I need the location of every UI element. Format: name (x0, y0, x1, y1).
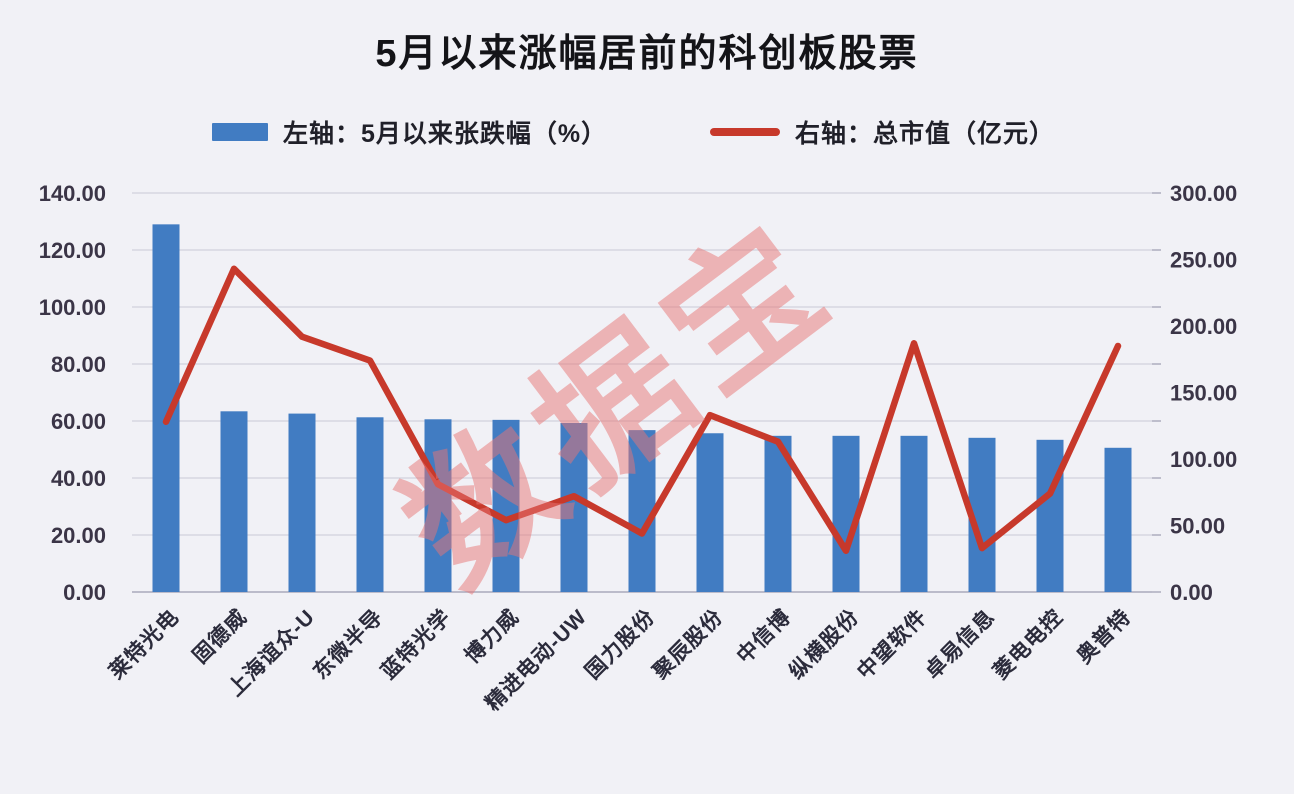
left-axis-tick-label: 140.00 (39, 181, 106, 206)
category-label: 博力威 (460, 605, 524, 669)
legend-bar-label: 左轴：5月以来张跌幅（%） (283, 120, 608, 148)
left-axis-tick-label: 120.00 (39, 238, 106, 263)
legend-item-line: 右轴：总市值（亿元） (710, 116, 1055, 148)
right-axis-tick-label: 300.00 (1170, 181, 1237, 206)
category-label: 中信博 (732, 605, 796, 669)
bar-东微半导 (356, 417, 384, 592)
category-label: 东微半导 (308, 605, 387, 684)
bar-聚辰股份 (696, 433, 724, 592)
category-label: 奥普特 (1072, 605, 1136, 669)
right-axis-tick-label: 0.00 (1170, 580, 1213, 605)
bar-奥普特 (1104, 447, 1132, 592)
left-axis-tick-label: 80.00 (51, 352, 106, 377)
left-axis-tick-label: 40.00 (51, 466, 106, 491)
right-axis-tick-label: 50.00 (1170, 514, 1225, 539)
category-label: 国力股份 (580, 605, 659, 684)
bar-蓝特光学 (424, 419, 452, 592)
bar-中望软件 (900, 435, 928, 592)
bar-菱电电控 (1036, 439, 1064, 592)
right-axis-tick-label: 150.00 (1170, 381, 1237, 406)
bar-国力股份 (628, 430, 656, 592)
right-axis-tick-label: 200.00 (1170, 314, 1237, 339)
category-label: 固德威 (188, 605, 252, 669)
legend-bar-swatch-icon (212, 123, 268, 141)
bar-上海谊众-U (288, 413, 316, 592)
category-label: 莱特光电 (104, 605, 183, 684)
chart-title: 5月以来涨幅居前的科创板股票 (375, 33, 919, 75)
legend-line-label: 右轴：总市值（亿元） (795, 120, 1056, 148)
legend-item-bar: 左轴：5月以来张跌幅（%） (212, 116, 607, 148)
category-label: 菱电电控 (988, 605, 1067, 684)
category-label: 聚辰股份 (648, 605, 728, 685)
left-axis-tick-label: 100.00 (39, 295, 106, 320)
category-label: 中望软件 (852, 605, 931, 684)
right-axis-tick-label: 250.00 (1170, 248, 1237, 273)
bar-博力威 (492, 419, 520, 592)
bar-精进电动-UW (560, 422, 588, 592)
left-axis-tick-label: 60.00 (51, 409, 106, 434)
left-axis-tick-label: 0.00 (63, 580, 106, 605)
category-label: 卓易信息 (920, 605, 999, 684)
bar-固德威 (220, 411, 248, 592)
left-axis-tick-label: 20.00 (51, 523, 106, 548)
right-axis-tick-label: 100.00 (1170, 447, 1237, 472)
category-label: 纵横股份 (784, 605, 863, 684)
market-cap-line (162, 265, 1122, 555)
category-label: 蓝特光学 (376, 605, 455, 684)
legend-line-swatch-icon (710, 128, 780, 136)
